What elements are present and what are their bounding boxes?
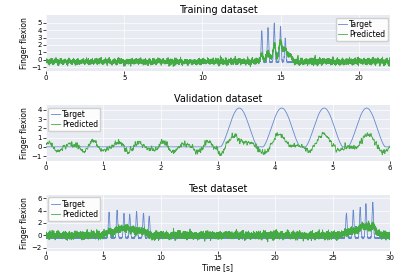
Predicted [388, 145, 392, 149]
Predicted [385, 232, 390, 236]
Legend: Target, Predicted: Target, Predicted [336, 18, 388, 41]
Line: Predicted: Predicted [46, 132, 390, 156]
Target [203, 145, 208, 149]
Predicted [70, 146, 75, 149]
Predicted [203, 140, 208, 143]
Target [84, 145, 89, 149]
Target [146, 62, 151, 65]
Y-axis label: Finger flexion: Finger flexion [20, 107, 29, 159]
Predicted [60, 58, 65, 62]
Target [60, 60, 65, 64]
Predicted [125, 227, 130, 230]
Predicted [197, 149, 202, 152]
Predicted [278, 38, 283, 41]
Predicted [124, 227, 128, 231]
Target [124, 235, 128, 239]
Legend: Target, Predicted: Target, Predicted [48, 197, 100, 221]
Predicted [352, 58, 357, 61]
Predicted [218, 154, 222, 157]
Target [125, 235, 130, 239]
Target [385, 236, 390, 239]
Target [112, 60, 116, 64]
Line: Predicted: Predicted [46, 221, 390, 242]
Line: Target: Target [46, 202, 390, 239]
Target [388, 60, 392, 64]
Predicted [44, 59, 48, 63]
Predicted [248, 65, 253, 69]
Predicted [345, 59, 350, 62]
Predicted [190, 146, 194, 150]
Target [44, 61, 48, 64]
Target [44, 236, 48, 240]
Predicted [240, 139, 244, 142]
Predicted [180, 60, 185, 63]
Y-axis label: Finger flexion: Finger flexion [20, 17, 29, 69]
Target [388, 145, 392, 149]
Title: Validation dataset: Validation dataset [174, 94, 262, 104]
Title: Training dataset: Training dataset [179, 5, 257, 15]
Title: Test dataset: Test dataset [188, 184, 248, 194]
Target [44, 145, 48, 149]
Target [127, 214, 132, 218]
Target [173, 236, 178, 240]
Predicted [320, 131, 325, 134]
Line: Target: Target [46, 23, 390, 63]
Target [198, 237, 202, 240]
Predicted [127, 227, 132, 230]
Target [388, 236, 392, 239]
Predicted [388, 60, 392, 63]
Predicted [84, 147, 89, 150]
Predicted [388, 234, 392, 237]
Target [352, 60, 357, 64]
Predicted [44, 142, 48, 145]
X-axis label: Time [s]: Time [s] [202, 263, 234, 272]
Target [180, 60, 185, 64]
Target [148, 60, 152, 63]
Predicted [173, 233, 178, 236]
Target [70, 145, 75, 149]
Target [197, 145, 202, 149]
Target [345, 60, 350, 64]
Target [190, 145, 194, 149]
Line: Predicted: Predicted [46, 39, 390, 67]
Legend: Target, Predicted: Target, Predicted [48, 108, 100, 131]
Y-axis label: Finger flexion: Finger flexion [20, 197, 29, 249]
Target [370, 200, 375, 204]
Target [237, 106, 242, 110]
Line: Target: Target [46, 108, 390, 147]
Predicted [44, 232, 48, 236]
Target [272, 21, 277, 25]
Predicted [366, 219, 371, 223]
Predicted [112, 60, 116, 64]
Predicted [148, 57, 152, 60]
Predicted [198, 232, 202, 235]
Target [240, 108, 244, 111]
Predicted [265, 240, 270, 244]
Target [386, 237, 390, 241]
